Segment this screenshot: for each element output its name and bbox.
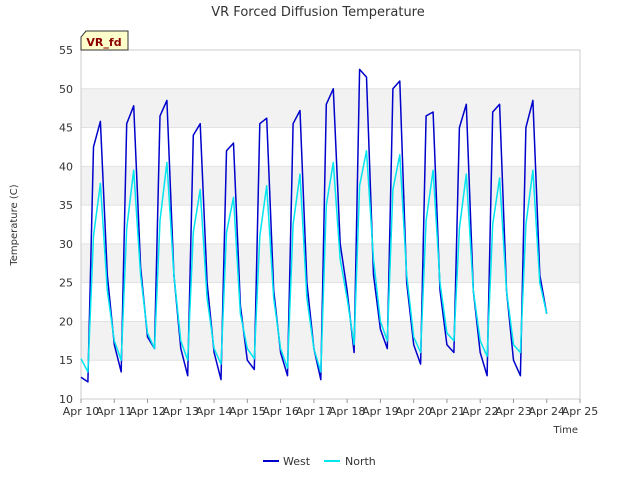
x-tick-label: Apr 21 xyxy=(429,405,466,418)
y-axis: 10 15 20 25 30 35 40 45 50 55 xyxy=(59,44,73,406)
x-tick-label: Apr 14 xyxy=(196,405,233,418)
grid-band xyxy=(81,166,580,206)
legend: West North xyxy=(263,455,376,468)
y-tick-label: 10 xyxy=(59,393,73,406)
x-tick-label: Apr 12 xyxy=(129,405,166,418)
x-tick-label: Apr 24 xyxy=(528,405,565,418)
grid-band xyxy=(81,243,580,283)
grid-band xyxy=(81,127,580,167)
y-tick-label: 20 xyxy=(59,315,73,328)
x-tick-label: Apr 25 xyxy=(562,405,599,418)
x-tick-label: Apr 18 xyxy=(329,405,366,418)
y-tick-label: 50 xyxy=(59,83,73,96)
x-tick-label: Apr 17 xyxy=(296,405,333,418)
y-tick-label: 30 xyxy=(59,238,73,251)
station-badge: VR_fd xyxy=(80,30,129,51)
grid-band xyxy=(81,360,580,399)
legend-label-west: West xyxy=(283,455,311,468)
x-tick-label: Apr 23 xyxy=(495,405,532,418)
x-tick-label: Apr 10 xyxy=(63,405,100,418)
chart-title: VR Forced Diffusion Temperature xyxy=(211,5,425,20)
background-bands xyxy=(81,49,580,400)
grid-band xyxy=(81,205,580,244)
y-tick-label: 15 xyxy=(59,354,73,367)
grid-band xyxy=(81,50,580,89)
plot-area xyxy=(80,49,581,400)
badge-label: VR_fd xyxy=(86,36,121,49)
y-tick-label: 35 xyxy=(59,199,73,212)
grid-band xyxy=(81,321,580,361)
x-tick-label: Apr 13 xyxy=(163,405,200,418)
x-tick-label: Apr 20 xyxy=(395,405,432,418)
series-layer xyxy=(80,68,548,383)
x-tick-label: Apr 19 xyxy=(362,405,399,418)
y-tick-label: 45 xyxy=(59,122,73,135)
legend-item-west: West xyxy=(263,455,311,468)
series-line-north xyxy=(80,150,548,373)
y-axis-label: Temperature (C) xyxy=(9,184,20,266)
y-tick-label: 55 xyxy=(59,44,73,57)
grid-band xyxy=(81,282,580,322)
y-tick-label: 25 xyxy=(59,277,73,290)
x-tick-label: Apr 22 xyxy=(462,405,499,418)
y-tick-label: 40 xyxy=(59,160,73,173)
x-tick-label: Apr 11 xyxy=(96,405,133,418)
x-axis-label: Time xyxy=(553,425,578,436)
legend-label-north: North xyxy=(345,455,376,468)
x-tick-label: Apr 15 xyxy=(229,405,266,418)
legend-item-north: North xyxy=(324,455,376,468)
x-tick-label: Apr 16 xyxy=(262,405,299,418)
